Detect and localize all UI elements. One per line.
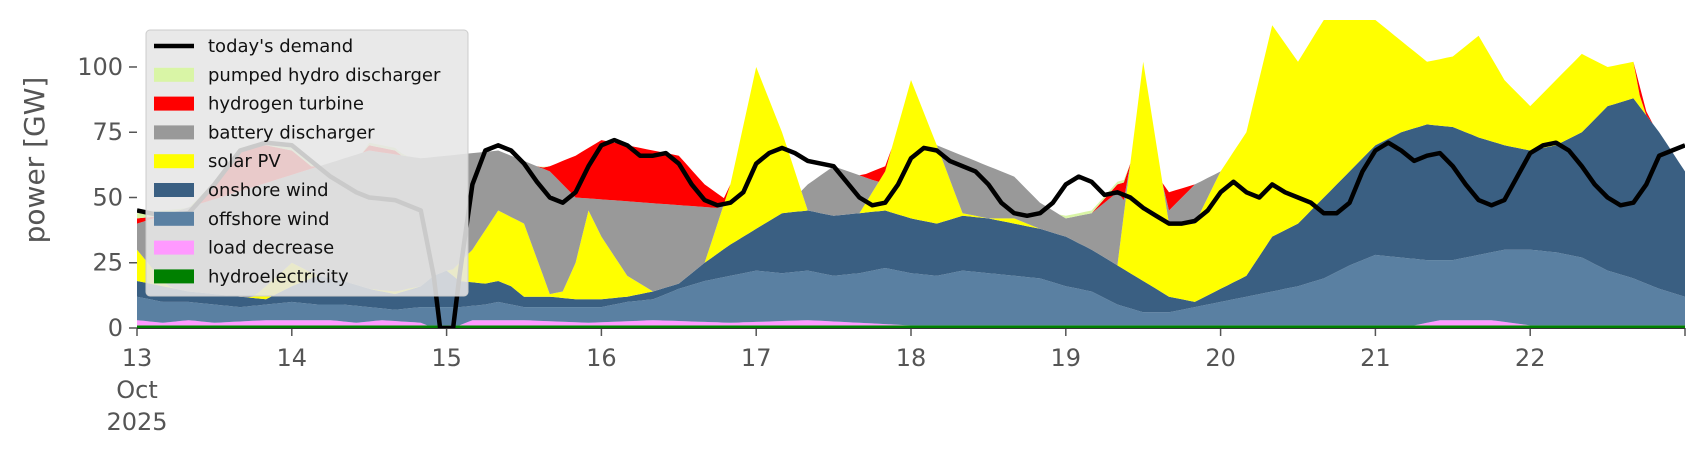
x-tick-label: 14 (277, 344, 308, 372)
legend-swatch (154, 125, 194, 140)
legend-swatch (154, 183, 194, 197)
legend-swatch (154, 240, 194, 255)
area-onshore-wind (137, 98, 1685, 313)
legend-box (145, 29, 469, 297)
axes: 0 25 50 75 100 13 Oct 2025 14 15 16 17 18 19 20 21 22 (77, 53, 1686, 436)
area-hydroelectricity (137, 325, 1685, 328)
legend-label: load decrease (208, 238, 334, 259)
legend-swatch (154, 269, 194, 284)
legend-label: solar PV (208, 151, 281, 172)
y-tick-label: 100 (77, 53, 123, 81)
legend-label: battery discharger (208, 122, 375, 143)
x-tick-label: 13 (122, 344, 153, 372)
y-tick-label: 50 (92, 183, 123, 211)
y-tick-label: 0 (108, 314, 123, 342)
legend-label: offshore wind (208, 209, 330, 230)
y-tick-label: 75 (92, 118, 123, 146)
legend-swatch (154, 211, 194, 226)
demand-line-group (137, 137, 1685, 328)
x-tick-label: 15 (431, 344, 462, 372)
x-tick-label: 19 (1051, 344, 1082, 372)
demand-line (137, 137, 1685, 328)
legend-label: hydrogen turbine (208, 94, 364, 115)
legend-label: hydroelectricity (208, 266, 349, 287)
x-tick-label: Oct (116, 376, 158, 404)
x-tick-label: 18 (896, 344, 927, 372)
x-tick-label: 2025 (106, 408, 167, 436)
x-tick-label: 22 (1515, 344, 1546, 372)
x-tick-label: 17 (741, 344, 772, 372)
legend: today's demand pumped hydro discharger hyd… (145, 29, 469, 297)
y-axis-label: power [GW] (18, 77, 51, 244)
legend-swatch (154, 154, 194, 169)
x-tick-label: 20 (1205, 344, 1236, 372)
legend-swatch (154, 67, 194, 82)
legend-label: today's demand (208, 36, 353, 57)
x-tick-label: 21 (1360, 344, 1391, 372)
legend-label: onshore wind (208, 180, 329, 201)
area-offshore-wind (137, 249, 1685, 326)
legend-swatch (154, 96, 194, 111)
legend-label: pumped hydro discharger (208, 65, 441, 86)
x-tick-label: 16 (586, 344, 617, 372)
area-load-decrease (137, 320, 1685, 326)
y-tick-label: 25 (92, 249, 123, 277)
